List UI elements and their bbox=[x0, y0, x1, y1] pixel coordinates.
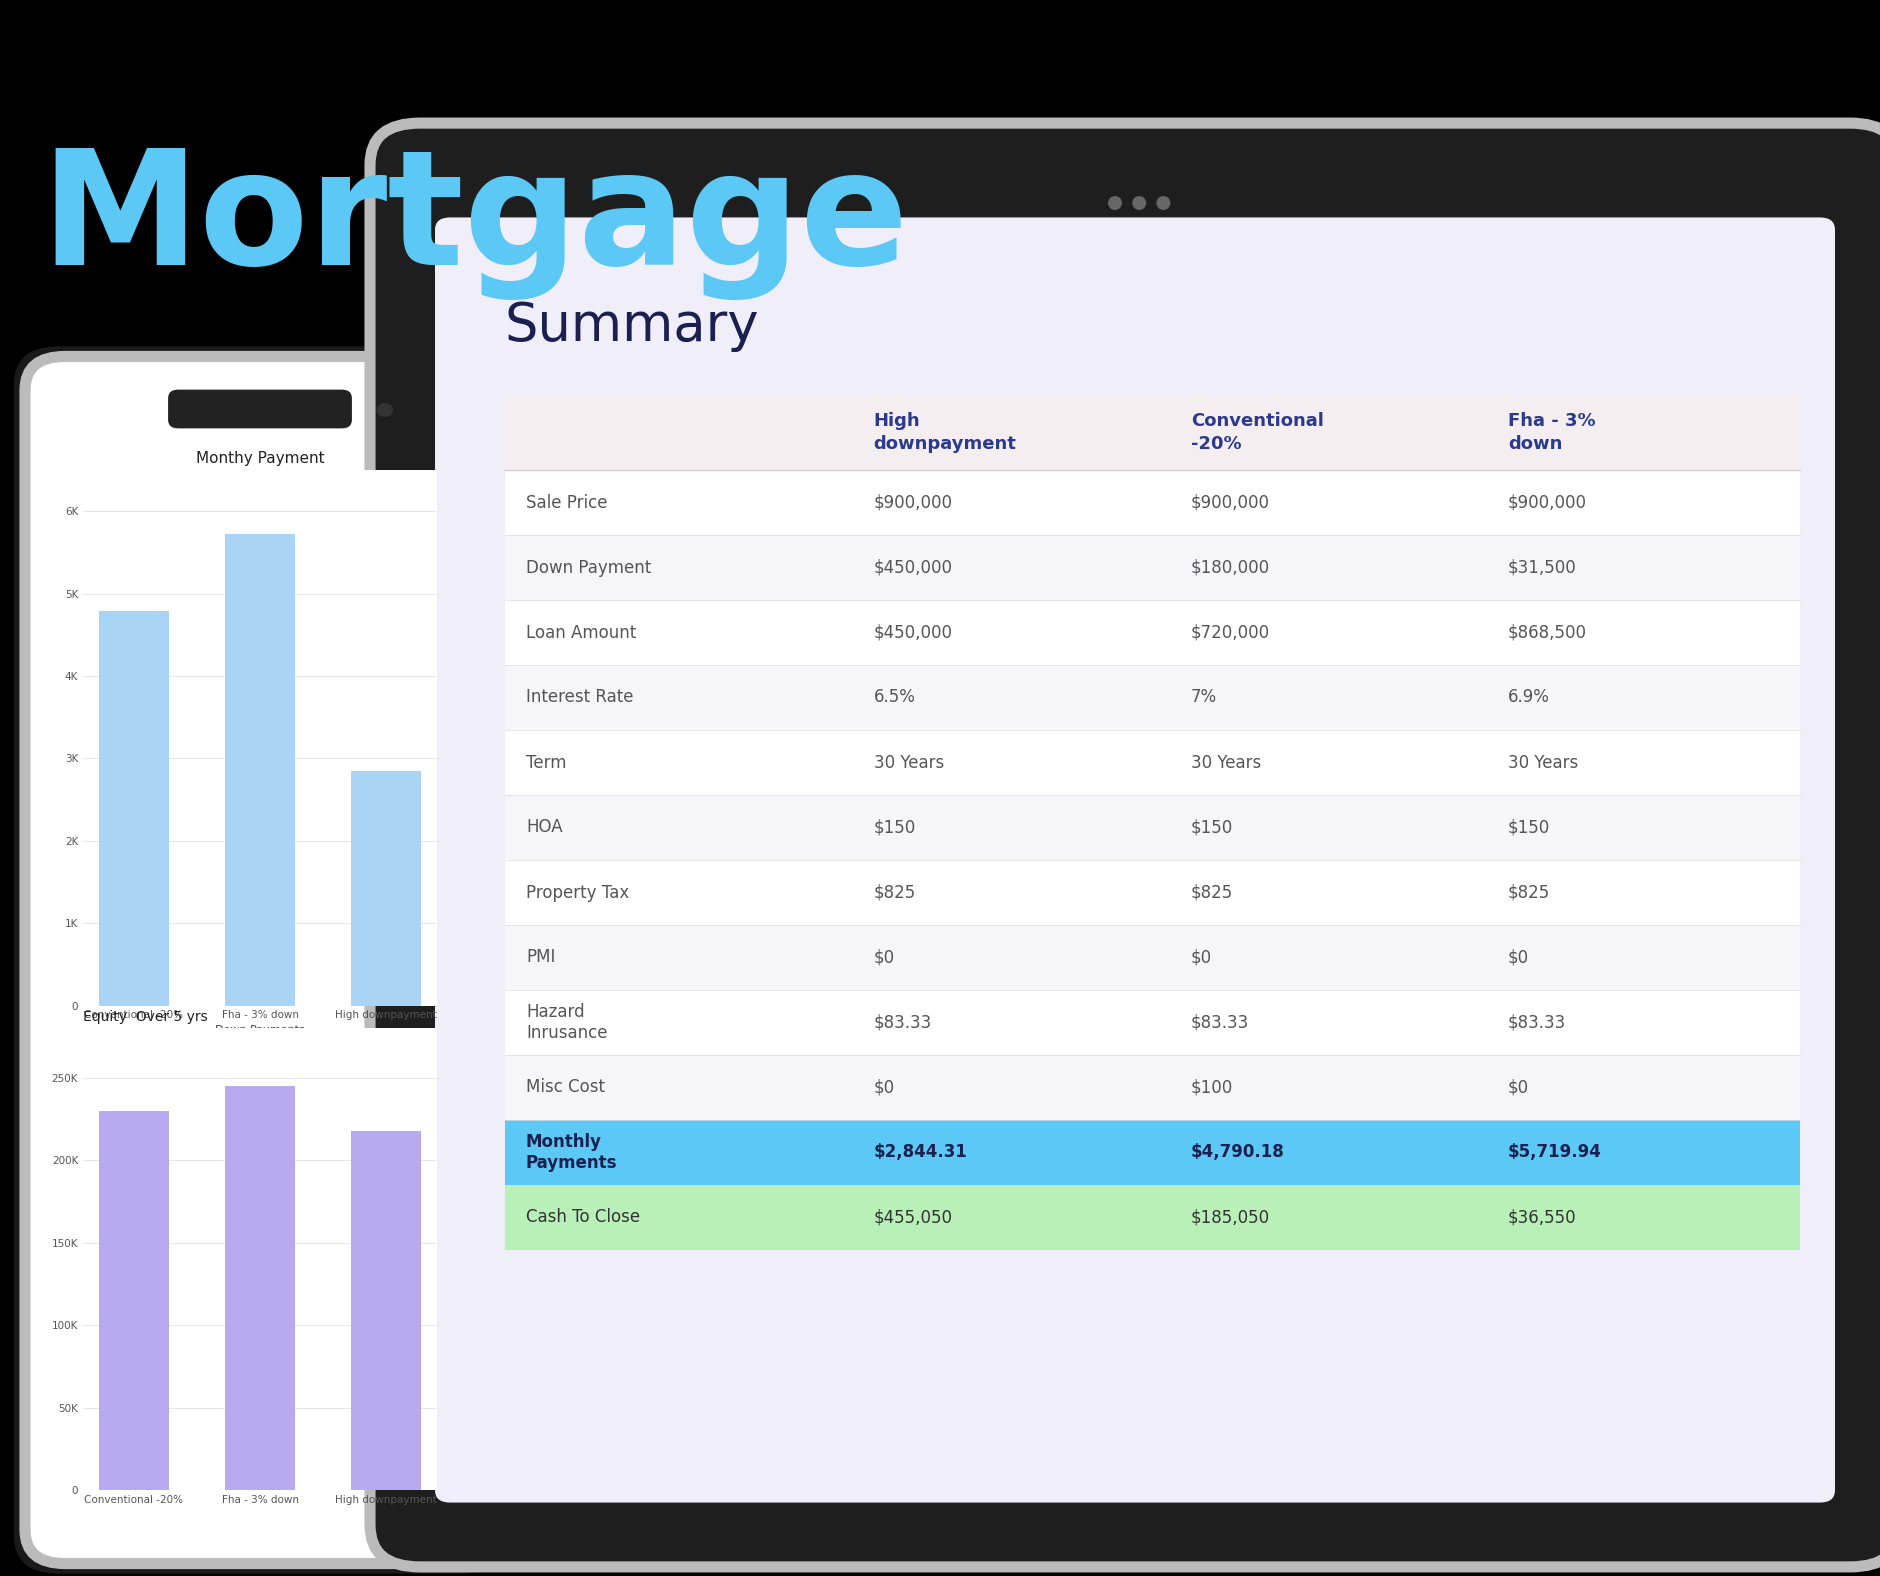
Text: Monthly
Payments: Monthly Payments bbox=[526, 1133, 617, 1173]
Text: $83.33: $83.33 bbox=[1190, 1013, 1248, 1032]
Bar bbox=[506, 1054, 1799, 1121]
Text: $185,050: $185,050 bbox=[1190, 1209, 1271, 1226]
Title: Monthy Payment: Monthy Payment bbox=[196, 451, 325, 466]
Text: $100: $100 bbox=[1190, 1078, 1233, 1097]
Text: HOA: HOA bbox=[526, 818, 562, 837]
Bar bbox=[506, 1121, 1799, 1185]
Text: 6.5%: 6.5% bbox=[874, 689, 916, 706]
Text: 6.9%: 6.9% bbox=[1508, 689, 1549, 706]
Ellipse shape bbox=[1132, 195, 1147, 210]
Text: $825: $825 bbox=[1190, 884, 1233, 901]
Bar bbox=[506, 794, 1799, 860]
Text: $0: $0 bbox=[1508, 1078, 1528, 1097]
Bar bbox=[352, 1130, 421, 1489]
Bar bbox=[506, 1185, 1799, 1250]
Text: $450,000: $450,000 bbox=[874, 558, 953, 577]
Text: $900,000: $900,000 bbox=[1190, 493, 1271, 512]
Text: Sale Price: Sale Price bbox=[526, 493, 607, 512]
Ellipse shape bbox=[1107, 195, 1122, 210]
FancyBboxPatch shape bbox=[13, 347, 506, 1574]
Ellipse shape bbox=[1156, 195, 1171, 210]
Bar bbox=[226, 1086, 295, 1489]
FancyBboxPatch shape bbox=[43, 586, 64, 648]
Bar bbox=[226, 534, 295, 1005]
Text: Misc Cost: Misc Cost bbox=[526, 1078, 605, 1097]
Text: Down Payment: Down Payment bbox=[526, 558, 650, 577]
FancyBboxPatch shape bbox=[24, 356, 494, 1563]
Text: 7%: 7% bbox=[1190, 689, 1216, 706]
FancyBboxPatch shape bbox=[370, 123, 1880, 1567]
Text: $900,000: $900,000 bbox=[874, 493, 953, 512]
Text: $455,050: $455,050 bbox=[874, 1209, 953, 1226]
Bar bbox=[506, 534, 1799, 600]
Text: $825: $825 bbox=[874, 884, 916, 901]
FancyBboxPatch shape bbox=[457, 567, 478, 648]
Text: $0: $0 bbox=[1508, 949, 1528, 966]
Text: Cash To Close: Cash To Close bbox=[526, 1209, 639, 1226]
Bar bbox=[506, 925, 1799, 990]
Text: 30 Years: 30 Years bbox=[874, 753, 944, 772]
Text: Property Tax: Property Tax bbox=[526, 884, 630, 901]
Bar bbox=[506, 730, 1799, 794]
Text: $31,500: $31,500 bbox=[1508, 558, 1577, 577]
Text: $900,000: $900,000 bbox=[1508, 493, 1587, 512]
Text: Equity  Over 5 yrs: Equity Over 5 yrs bbox=[83, 1010, 209, 1024]
FancyBboxPatch shape bbox=[43, 646, 64, 708]
Bar bbox=[100, 1111, 169, 1489]
Text: Mortgage: Mortgage bbox=[39, 145, 908, 299]
FancyBboxPatch shape bbox=[43, 517, 64, 578]
Text: Fha - 3%
down: Fha - 3% down bbox=[1508, 413, 1596, 452]
Text: $150: $150 bbox=[1190, 818, 1233, 837]
Text: $150: $150 bbox=[1508, 818, 1551, 837]
FancyBboxPatch shape bbox=[36, 366, 485, 1554]
Text: $0: $0 bbox=[874, 1078, 895, 1097]
Text: Term: Term bbox=[526, 753, 566, 772]
Text: $150: $150 bbox=[874, 818, 916, 837]
Circle shape bbox=[378, 403, 393, 416]
Text: $83.33: $83.33 bbox=[874, 1013, 932, 1032]
Bar bbox=[506, 600, 1799, 665]
Text: $825: $825 bbox=[1508, 884, 1551, 901]
Text: $868,500: $868,500 bbox=[1508, 624, 1587, 641]
Text: $180,000: $180,000 bbox=[1190, 558, 1271, 577]
Text: $0: $0 bbox=[1190, 949, 1213, 966]
Text: 30 Years: 30 Years bbox=[1508, 753, 1577, 772]
Text: $36,550: $36,550 bbox=[1508, 1209, 1577, 1226]
Bar bbox=[506, 860, 1799, 925]
Text: $450,000: $450,000 bbox=[874, 624, 953, 641]
Bar bbox=[352, 771, 421, 1005]
Text: $720,000: $720,000 bbox=[1190, 624, 1271, 641]
Text: Conventional
-20%: Conventional -20% bbox=[1190, 413, 1324, 452]
FancyBboxPatch shape bbox=[167, 389, 352, 429]
Text: $0: $0 bbox=[874, 949, 895, 966]
Bar bbox=[100, 611, 169, 1005]
Text: $5,719.94: $5,719.94 bbox=[1508, 1144, 1602, 1162]
Text: PMI: PMI bbox=[526, 949, 555, 966]
Text: 30 Years: 30 Years bbox=[1190, 753, 1261, 772]
Bar bbox=[506, 665, 1799, 730]
Text: $83.33: $83.33 bbox=[1508, 1013, 1566, 1032]
Bar bbox=[506, 990, 1799, 1054]
Text: Hazard
Inrusance: Hazard Inrusance bbox=[526, 1002, 607, 1042]
Bar bbox=[506, 396, 1799, 470]
Text: $2,844.31: $2,844.31 bbox=[874, 1144, 968, 1162]
Text: Loan Amount: Loan Amount bbox=[526, 624, 635, 641]
X-axis label: Down Payments: Down Payments bbox=[214, 1024, 305, 1034]
Bar bbox=[506, 470, 1799, 534]
FancyBboxPatch shape bbox=[434, 217, 1835, 1502]
Text: $4,790.18: $4,790.18 bbox=[1190, 1144, 1284, 1162]
Text: Interest Rate: Interest Rate bbox=[526, 689, 634, 706]
Text: High
downpayment: High downpayment bbox=[874, 413, 1017, 452]
Text: Summary: Summary bbox=[506, 299, 760, 351]
